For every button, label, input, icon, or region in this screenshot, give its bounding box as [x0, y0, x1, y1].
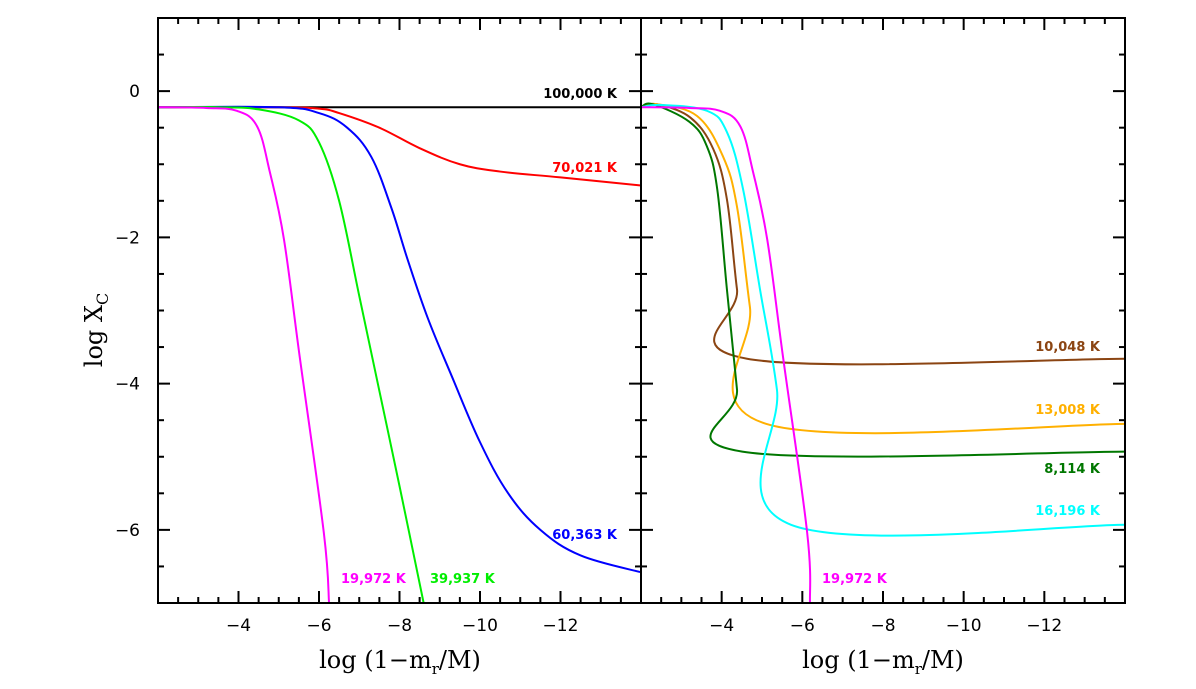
- series-label: 100,000 K: [543, 87, 618, 102]
- x-tick-label: −8: [870, 616, 895, 636]
- series-label: 39,937 K: [430, 572, 496, 587]
- x-axis-label-left: log (1−mr/M): [319, 646, 481, 678]
- series-label: 16,196 K: [1035, 504, 1101, 519]
- series-line: [158, 106, 425, 603]
- y-tick-label: 0: [129, 82, 140, 102]
- plot-frame: [157, 17, 642, 604]
- series-label: 60,363 K: [552, 528, 618, 543]
- x-axis-label-right: log (1−mr/M): [802, 646, 964, 678]
- x-tick-label: −6: [790, 616, 815, 636]
- series-line: [641, 102, 1125, 435]
- series-line: [158, 106, 331, 603]
- y-tick-label: −6: [115, 521, 140, 541]
- series-label: 10,048 K: [1035, 340, 1101, 355]
- x-tick-label: −10: [462, 616, 498, 636]
- x-tick-label: −10: [946, 616, 982, 636]
- series-label: 8,114 K: [1044, 462, 1101, 477]
- series-line: [641, 106, 812, 603]
- series-line: [641, 102, 1125, 366]
- x-tick-label: −6: [306, 616, 331, 636]
- curves: 100,000 K 70,021 K 60,363 K 39,937 K 19,972 …: [158, 87, 1125, 603]
- x-tick-label: −4: [709, 616, 734, 636]
- y-tick-label: −4: [115, 375, 140, 395]
- series-line: [158, 105, 641, 574]
- series-label: 19,972 K: [341, 572, 407, 587]
- series-label: 13,008 K: [1035, 403, 1101, 418]
- x-tick-label: −4: [226, 616, 251, 636]
- axes: −4 −6 −8 −10 −12 0 −2 −4 −6 −4 −6 −8 −10 −12: [115, 17, 1126, 636]
- y-tick-label: −2: [115, 228, 140, 248]
- series-label: 19,972 K: [822, 572, 888, 587]
- x-tick-label: −12: [543, 616, 579, 636]
- x-tick-label: −12: [1026, 616, 1062, 636]
- x-tick-label: −8: [387, 616, 412, 636]
- series-label: 70,021 K: [552, 161, 618, 176]
- y-axis-label: log XC: [80, 293, 112, 367]
